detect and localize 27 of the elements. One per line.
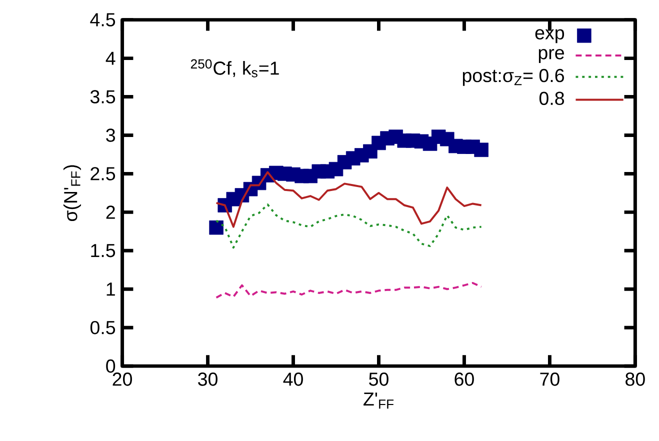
x-tick-label: 70	[540, 372, 560, 386]
y-tick-label: 1.5	[91, 244, 116, 257]
y-tick-label: 0.5	[90, 320, 116, 334]
y-tick-label: 4.5	[90, 13, 116, 26]
line-series	[215, 282, 482, 298]
point	[474, 142, 488, 157]
y-tick-label: 3	[106, 128, 115, 142]
y-tick-label: 3.5	[90, 90, 116, 104]
y-tick-label: 2.5	[90, 166, 116, 180]
point	[209, 220, 224, 234]
y-tick-label: 1	[106, 282, 115, 296]
x-tick-label: 60	[454, 372, 474, 386]
legend-label: post:σ$_{Z}$= 0.6	[462, 68, 564, 86]
x-tick-label: 30	[198, 372, 218, 386]
y-tick-label: 0	[106, 359, 116, 372]
annotation: $^{250}$Cf, k$_{s}$=1	[190, 59, 279, 78]
y-tick-label: 2	[106, 205, 115, 219]
y-tick-label: 4	[106, 52, 116, 65]
legend-label: 0.8	[539, 92, 564, 105]
x-tick-label: 20	[112, 372, 132, 386]
x-tick-label: 40	[283, 372, 303, 386]
x-tick-label: 80	[626, 372, 645, 386]
x-axis-title: Z'$_{FF}$	[364, 392, 394, 408]
x-tick-label: 50	[369, 372, 388, 386]
legend-label: exp	[535, 28, 564, 43]
y-axis-title: σ(N'$_{FF}$)	[63, 164, 81, 221]
legend-label: pre	[538, 48, 564, 63]
